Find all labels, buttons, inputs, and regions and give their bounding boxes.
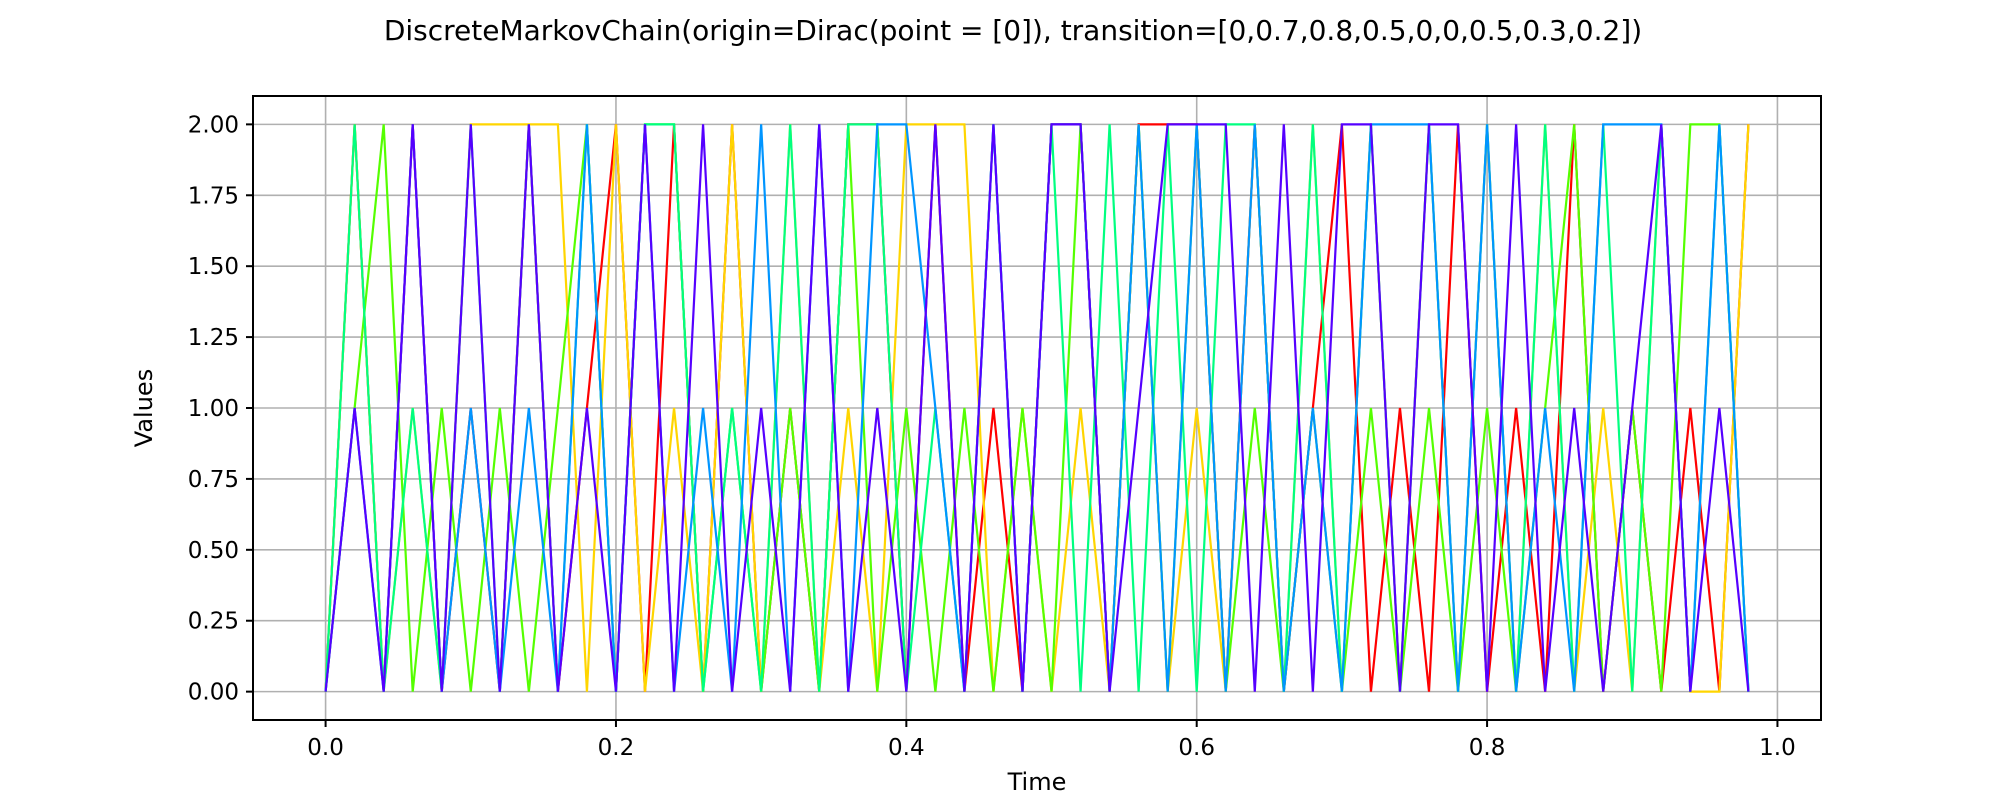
y-tick-label: 1.75 xyxy=(188,183,239,209)
y-tick-label: 0.00 xyxy=(188,680,239,706)
x-tick-label: 0.8 xyxy=(1469,735,1506,761)
series-lines xyxy=(324,123,1750,693)
series-line xyxy=(324,123,1750,692)
axis-ticks: 0.0 0.2 0.4 0.6 0.8 1.0 0.00 0.25 0.50 0.75 1.00 1.… xyxy=(188,112,1796,761)
x-tick-label: 1.0 xyxy=(1759,735,1796,761)
y-tick-label: 1.50 xyxy=(188,254,239,280)
y-tick-label: 1.25 xyxy=(188,325,239,351)
series-line xyxy=(324,123,1750,692)
x-tick-label: 0.2 xyxy=(598,735,635,761)
y-tick-label: 2.00 xyxy=(188,112,239,138)
x-tick-label: 0.4 xyxy=(888,735,925,761)
y-axis-label: Values xyxy=(130,369,158,447)
chart-title: DiscreteMarkovChain(origin=Dirac(point =… xyxy=(384,14,1642,47)
y-tick-label: 0.25 xyxy=(188,609,239,635)
x-tick-label: 0.6 xyxy=(1178,735,1215,761)
y-tick-label: 1.00 xyxy=(188,396,239,422)
x-tick-label: 0.0 xyxy=(307,735,344,761)
y-tick-label: 0.50 xyxy=(188,538,239,564)
y-tick-label: 0.75 xyxy=(188,467,239,493)
x-axis-label: Time xyxy=(1007,768,1067,796)
